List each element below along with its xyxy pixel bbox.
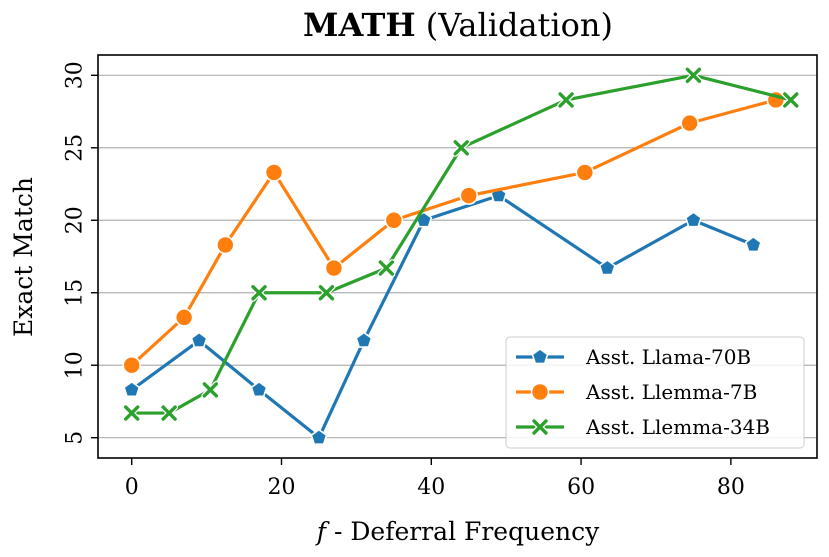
data-point: [201, 380, 220, 399]
legend-label: Asst. Llemma-7B: [585, 380, 757, 404]
data-point: [452, 138, 471, 157]
data-point: [744, 235, 762, 253]
legend-marker: [531, 418, 549, 436]
data-point: [250, 283, 269, 302]
data-point-cross: [161, 405, 177, 421]
data-point: [160, 404, 179, 423]
data-point: [598, 259, 616, 276]
data-point-cross: [453, 140, 469, 156]
series-line: [131, 73, 792, 415]
x-axis-title-italic: f: [315, 517, 330, 546]
series-line: [130, 194, 754, 440]
y-tick-label: 10: [63, 351, 88, 379]
series-line: [130, 98, 777, 367]
data-point: [174, 308, 194, 327]
data-point: [310, 428, 328, 445]
plot-frame: [97, 54, 818, 459]
data-point: [250, 380, 268, 398]
data-point: [459, 186, 479, 205]
x-tick-label: 0: [125, 475, 139, 500]
data-point: [317, 283, 336, 302]
data-point: [324, 258, 344, 278]
x-axis-title-rest: - Deferral Frequency: [326, 517, 600, 546]
chart-title-bold: MATH: [303, 6, 416, 44]
legend-label: Asst. Llemma-34B: [585, 415, 770, 439]
data-point: [190, 331, 208, 348]
ticks-layer: 5 10 15 20 25 30 0 20 40 60 80: [63, 61, 745, 500]
data-point-cross: [378, 260, 395, 276]
chart-title-rest: (Validation): [416, 6, 613, 44]
legend: Asst. Llama-70B Asst. Llemma-7B Asst. Llem…: [505, 336, 805, 449]
legend-marker: [530, 382, 550, 402]
data-point: [264, 163, 284, 182]
data-point: [684, 66, 703, 85]
y-tick-label: 20: [63, 206, 88, 234]
data-point-cross: [558, 92, 574, 108]
series-layer: [122, 66, 800, 445]
y-axis-title: Exact Match: [9, 177, 38, 337]
series-1: [122, 90, 786, 375]
chart-title: MATH (Validation): [303, 6, 613, 44]
data-point: [781, 90, 800, 109]
data-point-cross: [124, 405, 140, 421]
legend-box: [505, 336, 805, 449]
x-tick-label: 60: [567, 475, 595, 500]
data-point-cross: [783, 92, 799, 108]
data-point: [122, 404, 141, 423]
x-tick-label: 20: [267, 475, 295, 500]
legend-marker: [531, 348, 549, 365]
data-point-cross: [202, 382, 219, 398]
data-point: [216, 235, 235, 255]
data-point-cross: [685, 67, 702, 83]
y-tick-label: 25: [63, 134, 88, 162]
y-tick-label: 30: [63, 61, 88, 89]
series-2: [122, 66, 800, 423]
data-point: [557, 90, 576, 109]
data-point: [680, 113, 699, 133]
legend-label: Asst. Llama-70B: [585, 345, 751, 369]
y-tick-label: 5: [63, 431, 88, 445]
data-point: [384, 210, 404, 230]
data-point-cross: [251, 285, 267, 301]
data-point: [684, 211, 702, 228]
legend-marker-cross: [532, 419, 548, 435]
y-tick-label: 15: [63, 279, 88, 307]
x-tick-label: 40: [417, 475, 445, 500]
x-tick-label: 80: [717, 475, 745, 500]
x-axis-title: f - Deferral Frequency: [315, 517, 600, 546]
data-point: [123, 380, 141, 398]
data-point-cross: [318, 285, 335, 301]
data-point: [377, 259, 396, 278]
data-point: [355, 331, 373, 348]
data-point: [575, 163, 595, 182]
data-point: [122, 355, 142, 375]
legend-items: Asst. Llama-70B Asst. Llemma-7B Asst. Llem…: [516, 345, 770, 439]
